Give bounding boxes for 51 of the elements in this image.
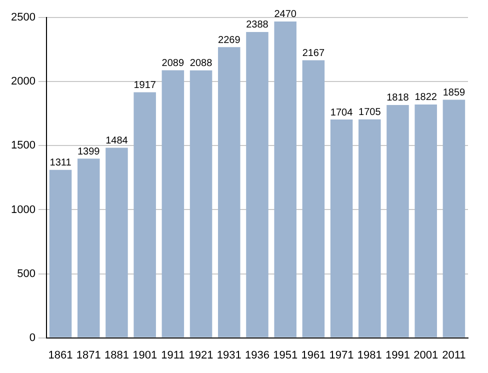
bar (386, 104, 409, 338)
bar (162, 70, 184, 338)
bar (302, 60, 325, 338)
x-tick-label: 1881 (104, 349, 129, 362)
x-tick-label: 1861 (48, 349, 73, 362)
data-label: 2167 (302, 48, 325, 59)
x-tick-label: 1931 (216, 349, 242, 362)
bar (246, 32, 268, 338)
data-label: 1399 (78, 146, 100, 158)
data-label: 1818 (386, 92, 410, 104)
x-tick-label: 1936 (244, 349, 270, 362)
y-tick-label: 0 (29, 332, 36, 344)
data-label: 1484 (106, 135, 128, 146)
data-label: 2269 (218, 34, 241, 46)
x-tick-label: 1871 (76, 349, 101, 362)
x-tick-label: 1951 (273, 349, 298, 362)
y-tick-label: 1000 (10, 204, 36, 216)
x-tick-label: 1921 (188, 349, 214, 362)
bar (190, 70, 212, 338)
data-label: 2089 (162, 58, 184, 69)
bar (106, 148, 128, 338)
data-label: 1311 (50, 158, 72, 169)
x-tick-label: 1961 (301, 349, 326, 362)
y-tick-label: 1500 (10, 140, 36, 152)
bar (49, 170, 72, 338)
data-label: 1704 (330, 107, 354, 118)
x-tick-label: 1901 (132, 349, 158, 362)
data-label: 2470 (274, 9, 297, 20)
bar (218, 47, 240, 338)
x-tick-label: 2001 (414, 349, 438, 362)
bar (330, 120, 353, 338)
data-label: 2388 (246, 20, 269, 31)
bar (358, 119, 381, 338)
x-tick-label: 1911 (161, 349, 185, 362)
x-tick-label: 1991 (386, 349, 410, 362)
y-tick-label: 2000 (10, 76, 36, 88)
bar (414, 104, 437, 338)
x-tick-label: 1981 (357, 349, 382, 362)
data-label: 2088 (190, 58, 213, 70)
x-tick-label: 1971 (329, 349, 354, 362)
data-label: 1859 (442, 87, 466, 98)
x-tick-label: 2011 (442, 349, 466, 362)
data-label: 1822 (414, 92, 438, 104)
y-tick-label: 2500 (10, 12, 36, 24)
bar (134, 92, 156, 338)
bar (77, 158, 100, 338)
bar (274, 21, 296, 338)
y-tick-label: 500 (17, 268, 36, 280)
bar (442, 100, 466, 338)
data-label: 1917 (134, 80, 156, 92)
data-label: 1705 (358, 107, 382, 118)
